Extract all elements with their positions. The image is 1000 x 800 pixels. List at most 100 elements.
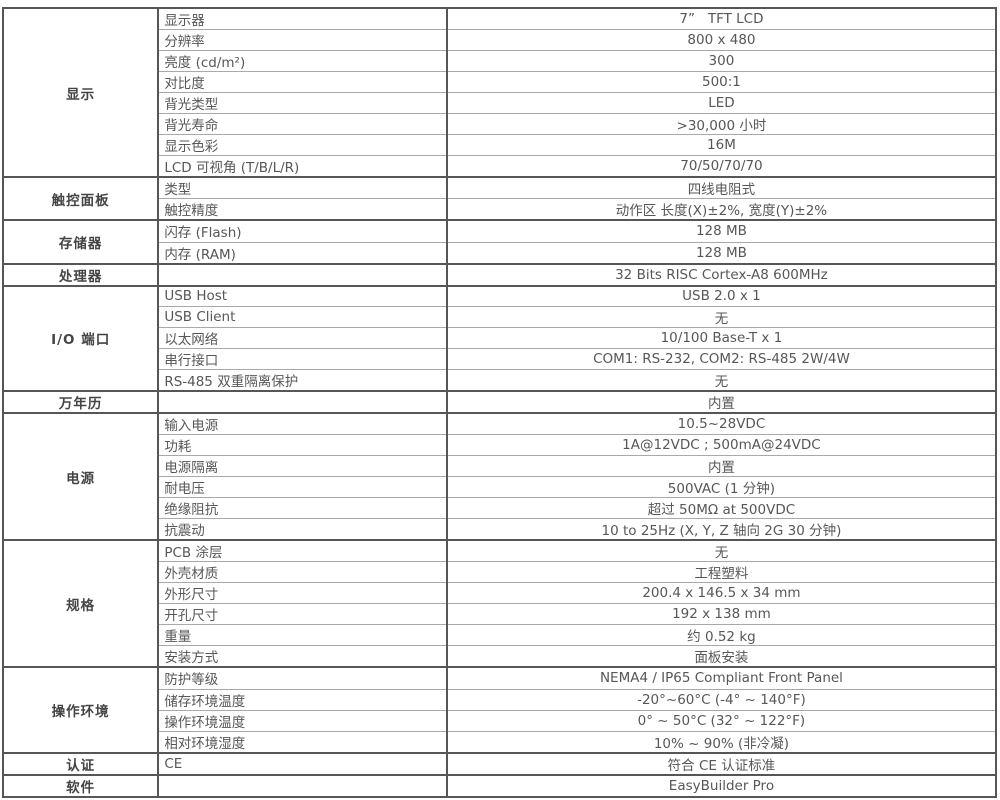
table-row: 相对环境湿度 10% ~ 90% (非冷凝) bbox=[3, 730, 996, 753]
value-cell: 无 bbox=[445, 305, 996, 328]
property-cell: 亮度 (cd/m²) bbox=[157, 50, 447, 72]
property-cell: 安装方式 bbox=[157, 645, 447, 668]
value-cell: 1A@12VDC ; 500mA@24VDC bbox=[445, 433, 996, 456]
value-cell: 工程塑料 bbox=[445, 561, 996, 583]
property-cell: 触控精度 bbox=[157, 198, 447, 221]
table-row: 外壳材质 工程塑料 bbox=[3, 561, 996, 583]
value-cell: >30,000 小时 bbox=[445, 113, 996, 135]
table-row: 串行接口 COM1: RS-232, COM2: RS-485 2W/4W bbox=[3, 347, 996, 370]
category-cell: 操作环境 bbox=[1, 666, 159, 753]
category-cell: 触控面板 bbox=[1, 176, 159, 221]
table-row: 处理器 32 Bits RISC Cortex-A8 600MHz bbox=[1, 262, 996, 286]
table-row: I/O 端口 USB Host USB 2.0 x 1 bbox=[1, 284, 996, 391]
property-cell: 绝缘阻抗 bbox=[157, 497, 447, 519]
property-cell: 背光类型 bbox=[157, 92, 447, 114]
table-row: 显示色彩 16M bbox=[3, 134, 996, 156]
property-cell: 显示器 bbox=[157, 7, 447, 30]
value-cell: 128 MB bbox=[445, 241, 996, 264]
property-cell: 防护等级 bbox=[157, 666, 447, 689]
category-cell: 认证 bbox=[1, 751, 159, 775]
category-cell: 软件 bbox=[1, 773, 159, 797]
spec-table: 显示 显示器 7” TFT LCD 分辨率 800 x 480 亮度 (cd/m²) 300… bbox=[1, 6, 997, 798]
value-cell: LED bbox=[445, 92, 996, 114]
table-row: 规格 PCB 涂层无 bbox=[1, 539, 996, 668]
value-cell: 无 bbox=[445, 368, 996, 391]
table-row: 存储器 闪存 (Flash) 128 MB bbox=[1, 219, 996, 264]
table-row: 安装方式 面板安装 bbox=[3, 645, 996, 668]
value-cell: COM1: RS-232, COM2: RS-485 2W/4W bbox=[445, 347, 996, 370]
property-cell: 分辨率 bbox=[157, 29, 447, 51]
property-cell: CE bbox=[157, 751, 447, 775]
value-cell: 内置 bbox=[445, 454, 996, 477]
property-cell: 外壳材质 bbox=[157, 561, 447, 583]
property-cell: 抗震动 bbox=[157, 518, 447, 541]
property-cell: USB Host bbox=[157, 284, 447, 307]
table-row: 外形尺寸 200.4 x 146.5 x 34 mm bbox=[3, 582, 996, 604]
property-cell: 功耗 bbox=[157, 433, 447, 456]
value-cell: -20°~60°C (-4° ~ 140°F) bbox=[445, 688, 996, 711]
category-cell: 万年历 bbox=[1, 389, 159, 413]
table-row: 亮度 (cd/m²) 300 bbox=[3, 50, 996, 72]
value-cell: 10 to 25Hz (X, Y, Z 轴向 2G 30 分钟) bbox=[445, 518, 996, 541]
value-cell: 32 Bits RISC Cortex-A8 600MHz bbox=[445, 262, 996, 286]
property-cell bbox=[157, 389, 447, 413]
category-cell: 显示 bbox=[1, 6, 159, 178]
table-row: 触控精度 动作区 长度(X)±2%, 宽度(Y)±2% bbox=[3, 198, 996, 221]
value-cell: USB 2.0 x 1 bbox=[445, 284, 996, 307]
category-cell: 规格 bbox=[1, 539, 159, 668]
value-cell: 四线电阻式 bbox=[445, 176, 996, 199]
property-cell: 闪存 (Flash) bbox=[157, 219, 447, 243]
table-row: 操作环境 防护等级 NEMA4 / IP65 Compliant Front Pan… bbox=[1, 666, 996, 753]
value-cell: 10/100 Base-T x 1 bbox=[445, 326, 996, 349]
value-cell: 无 bbox=[445, 539, 996, 562]
table-row: 功耗 1A@12VDC ; 500mA@24VDC bbox=[3, 433, 996, 456]
value-cell: 0° ~ 50°C (32° ~ 122°F) bbox=[445, 709, 996, 732]
property-cell: 外形尺寸 bbox=[157, 582, 447, 604]
category-cell: 处理器 bbox=[1, 262, 159, 286]
value-cell: EasyBuilder Pro bbox=[445, 773, 996, 797]
value-cell: 7” TFT LCD bbox=[445, 7, 996, 30]
property-cell: 相对环境湿度 bbox=[157, 730, 447, 753]
property-cell: RS-485 双重隔离保护 bbox=[157, 368, 447, 391]
table-row: 软件 EasyBuilder Pro bbox=[1, 773, 996, 797]
value-cell: 约 0.52 kg bbox=[445, 624, 996, 646]
table-row: 显示 显示器 7” TFT LCD bbox=[1, 6, 996, 178]
table-row: 电源隔离 内置 bbox=[3, 454, 996, 477]
value-cell: 128 MB bbox=[445, 219, 996, 243]
value-cell: 10% ~ 90% (非冷凝) bbox=[445, 730, 996, 753]
value-cell: 70/50/70/70 bbox=[445, 155, 996, 178]
value-cell: 10.5~28VDC bbox=[445, 411, 996, 435]
table-row: 绝缘阻抗 超过 50MΩ at 500VDC bbox=[3, 497, 996, 519]
value-cell: 800 x 480 bbox=[445, 29, 996, 51]
property-cell: 储存环境温度 bbox=[157, 688, 447, 711]
table-row: USB Client 无 bbox=[3, 305, 996, 328]
property-cell: 耐电压 bbox=[157, 476, 447, 498]
value-cell: NEMA4 / IP65 Compliant Front Panel bbox=[445, 666, 996, 689]
property-cell: 显示色彩 bbox=[157, 134, 447, 156]
property-cell bbox=[157, 773, 447, 797]
table-row: 分辨率 800 x 480 bbox=[3, 29, 996, 51]
table-row: 对比度 500:1 bbox=[3, 71, 996, 93]
spec-table-body: 显示 显示器 7” TFT LCD 分辨率 800 x 480 亮度 (cd/m²) 300… bbox=[1, 6, 996, 797]
table-row: 背光类型 LED bbox=[3, 92, 996, 114]
table-row: 耐电压 500VAC (1 分钟) bbox=[3, 476, 996, 498]
table-row: 抗震动 10 to 25Hz (X, Y, Z 轴向 2G 30 分钟) bbox=[3, 518, 996, 541]
property-cell: PCB 涂层 bbox=[157, 539, 447, 562]
value-cell: 超过 50MΩ at 500VDC bbox=[445, 497, 996, 519]
category-cell: 电源 bbox=[1, 411, 159, 541]
value-cell: 500:1 bbox=[445, 71, 996, 93]
table-row: 认证 CE 符合 CE 认证标准 bbox=[1, 751, 996, 775]
property-cell: 类型 bbox=[157, 176, 447, 199]
property-cell: 背光寿命 bbox=[157, 113, 447, 135]
table-row: 内存 (RAM) 128 MB bbox=[3, 241, 996, 264]
table-row: RS-485 双重隔离保护无 bbox=[3, 368, 996, 391]
property-cell: 输入电源 bbox=[157, 411, 447, 435]
table-row: 重量约 0.52 kg bbox=[3, 624, 996, 646]
table-row: 操作环境温度 0° ~ 50°C (32° ~ 122°F) bbox=[3, 709, 996, 732]
table-row: 储存环境温度 -20°~60°C (-4° ~ 140°F) bbox=[3, 688, 996, 711]
property-cell bbox=[157, 262, 447, 286]
property-cell: 以太网络 bbox=[157, 326, 447, 349]
value-cell: 符合 CE 认证标准 bbox=[445, 751, 996, 775]
property-cell: USB Client bbox=[157, 305, 447, 328]
property-cell: 对比度 bbox=[157, 71, 447, 93]
